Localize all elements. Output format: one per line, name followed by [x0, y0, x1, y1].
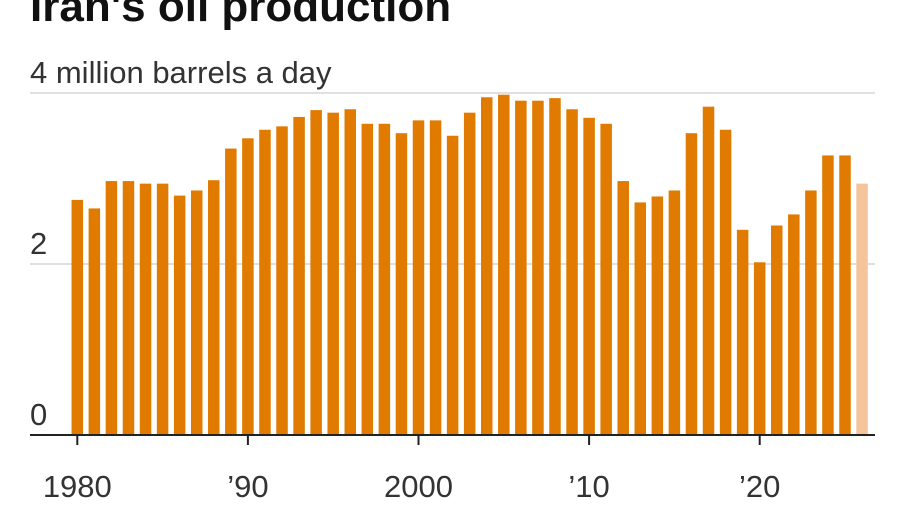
bar	[549, 98, 561, 435]
bar	[71, 199, 84, 436]
bar	[651, 196, 664, 435]
bar	[88, 208, 101, 435]
bar	[446, 135, 459, 435]
bar	[839, 155, 851, 436]
x-tick-label: 1980	[43, 469, 112, 504]
bar	[344, 109, 357, 435]
bar	[156, 183, 169, 435]
bar	[310, 110, 322, 435]
bar	[856, 183, 868, 435]
bar	[788, 214, 800, 435]
bar	[532, 100, 544, 435]
bar	[190, 190, 203, 435]
bar	[736, 229, 749, 435]
bar	[327, 112, 339, 436]
bar	[480, 97, 493, 436]
bar	[276, 126, 288, 435]
x-tick-label: ’10	[568, 469, 609, 504]
bar	[771, 225, 783, 435]
x-tick-label: 2000	[384, 469, 453, 504]
y-tick-label: 2	[30, 226, 47, 261]
bar	[566, 109, 578, 435]
chart-title: Iran's oil production	[30, 0, 452, 31]
bar	[429, 120, 442, 436]
bar	[668, 190, 681, 435]
bar	[259, 129, 271, 435]
bar	[753, 262, 766, 435]
bar	[173, 195, 186, 435]
y-tick-label: 0	[30, 397, 47, 432]
bar	[515, 100, 527, 435]
bar	[293, 116, 305, 435]
bar	[412, 120, 425, 436]
bar	[719, 129, 732, 435]
bar	[208, 180, 220, 435]
bar	[139, 183, 152, 435]
bar	[378, 123, 391, 435]
bar	[242, 138, 254, 435]
bar	[634, 202, 647, 435]
bar	[805, 190, 817, 435]
x-tick-label: ’90	[227, 469, 268, 504]
bar	[583, 117, 595, 436]
bar	[225, 148, 237, 435]
x-tick-label: ’20	[739, 469, 780, 504]
bar	[617, 181, 629, 435]
bar	[105, 181, 118, 435]
bar	[600, 123, 612, 435]
bar	[685, 133, 698, 435]
bar	[498, 94, 510, 436]
y-axis-unit-label: 4 million barrels a day	[30, 55, 332, 90]
bar	[822, 155, 834, 436]
bar	[361, 123, 374, 435]
bar	[702, 106, 715, 436]
bar	[463, 112, 476, 436]
bar	[122, 181, 135, 435]
bar	[395, 133, 408, 435]
